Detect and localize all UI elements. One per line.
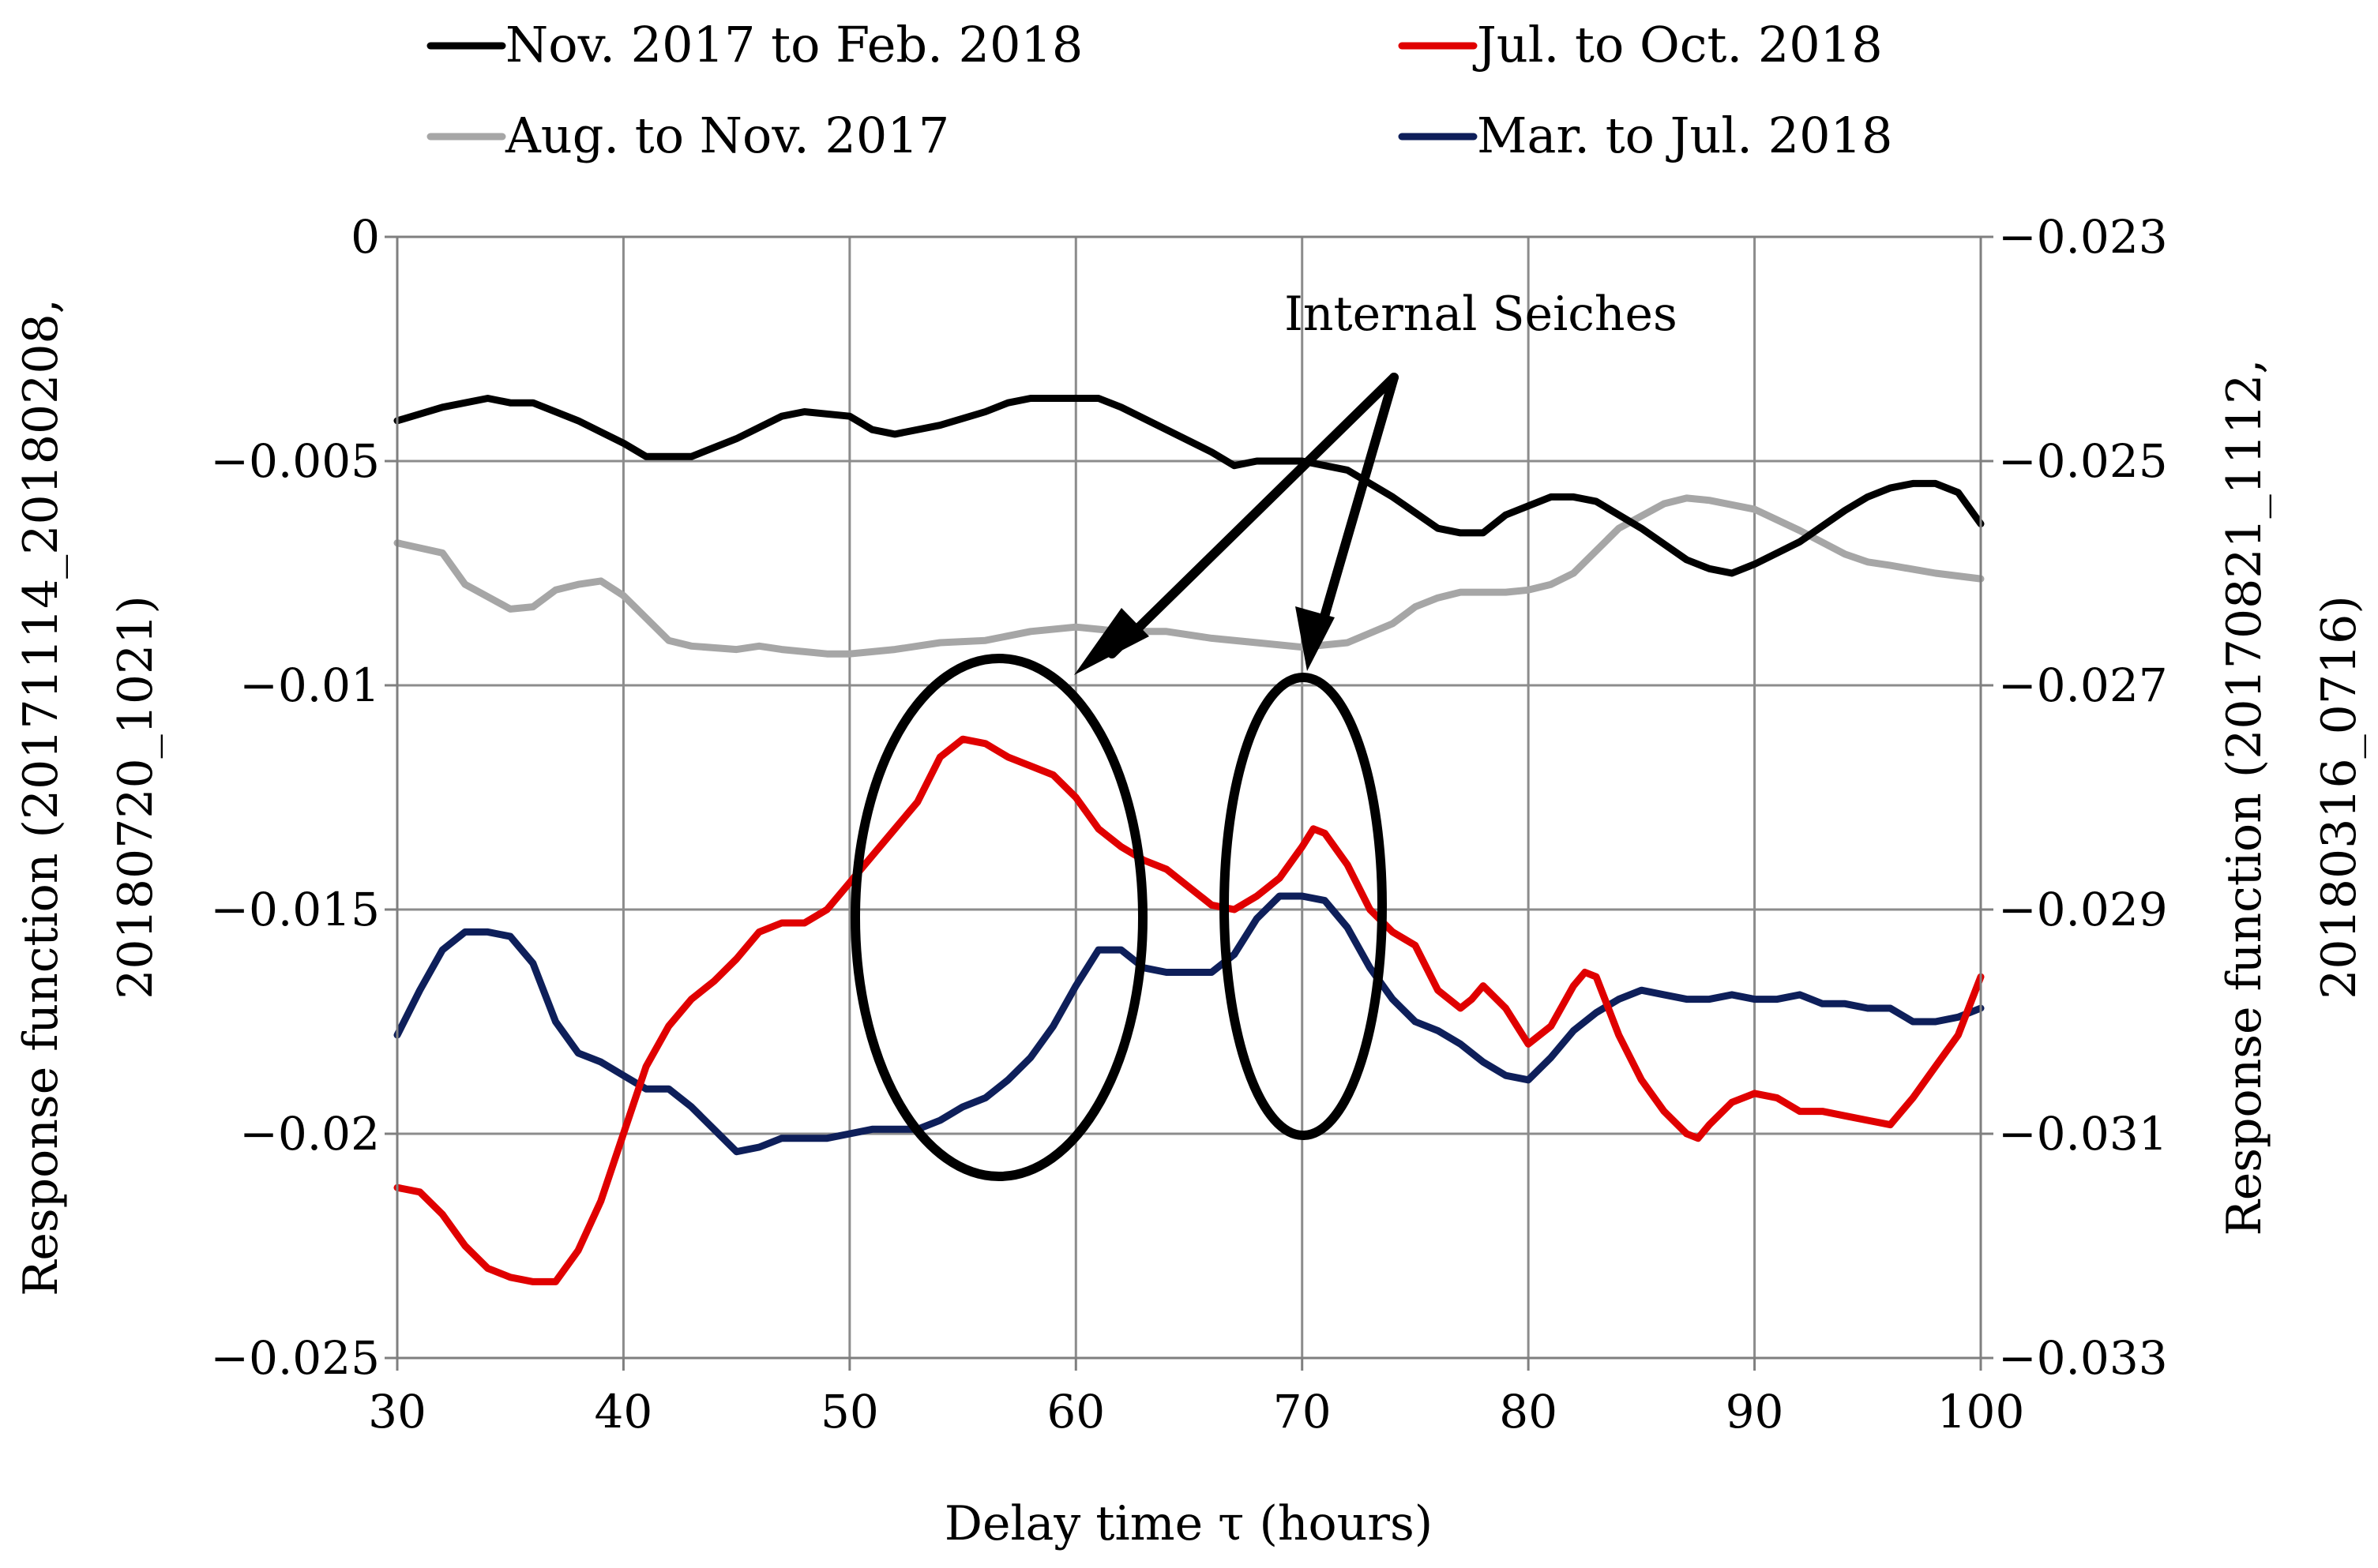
y-left-tick-label-2: −0.01	[239, 658, 380, 712]
x-tick-label-90: 90	[1726, 1385, 1784, 1439]
y-right-tick-label-5: −0.033	[1998, 1331, 2168, 1385]
x-tick-label-80: 80	[1499, 1385, 1557, 1439]
annotation-ellipse-large	[851, 654, 1148, 1181]
y-left-tick-label-0: 0	[351, 210, 380, 264]
annotation-label: Internal Seiches	[1284, 287, 1677, 342]
y-right-tick-label-1: −0.025	[1998, 434, 2168, 488]
annotation-ellipse-small	[1219, 673, 1387, 1140]
legend: Nov. 2017 to Feb. 2018 Jul. to Oct. 2018…	[426, 16, 1892, 164]
annotation-internal-seiches: Internal Seiches	[851, 287, 1677, 1181]
x-axis-title: Delay time τ (hours)	[945, 1496, 1433, 1551]
annotation-arrow-left	[1107, 373, 1399, 658]
legend-label-nov2017-feb2018: Nov. 2017 to Feb. 2018	[505, 16, 1083, 73]
left-axis-title-line2: 20180720_1021)	[108, 595, 163, 1000]
series-line-mar-to-jul-2018	[393, 892, 1985, 1156]
x-tick-label-70: 70	[1273, 1385, 1332, 1439]
legend-label-jul-oct2018: Jul. to Oct. 2018	[1472, 16, 1883, 73]
x-tick-label-40: 40	[595, 1385, 653, 1439]
y-left-tick-label-1: −0.005	[210, 434, 380, 488]
series-line-nov-2017-to-feb-2018	[393, 395, 1985, 577]
y-right-tick-label-2: −0.027	[1998, 658, 2168, 712]
x-tick-label-50: 50	[821, 1385, 879, 1439]
annotation-arrowhead-left	[1074, 608, 1149, 675]
y-left-tick-label-5: −0.025	[210, 1331, 380, 1385]
legend-label-aug-nov2017: Aug. to Nov. 2017	[505, 107, 949, 164]
tick-labels: 30 40 50 60 70 80 90 100 0 −0.005 −0.01 −0.015 −0.02…	[210, 210, 2167, 1439]
series-lines	[393, 395, 1985, 1285]
y-right-tick-label-3: −0.029	[1998, 883, 2168, 936]
right-axis-title-line1: Response function (20170821_1112,	[2217, 359, 2272, 1236]
legend-label-mar-jul2018: Mar. to Jul. 2018	[1477, 107, 1892, 164]
y-right-tick-label-0: −0.023	[1998, 210, 2168, 264]
plot-frame	[396, 235, 1982, 1360]
annotation-arrowhead-right	[1295, 606, 1335, 671]
left-axis-title-line1: Response function (20171114_20180208,	[13, 298, 69, 1296]
left-axis-title: Response function (20171114_20180208, 20…	[13, 298, 163, 1296]
y-right-tick-label-4: −0.031	[1998, 1107, 2168, 1161]
x-tick-label-100: 100	[1937, 1385, 2025, 1439]
x-tick-label-30: 30	[368, 1385, 426, 1439]
y-left-tick-label-4: −0.02	[239, 1107, 380, 1161]
y-left-tick-label-3: −0.015	[210, 883, 380, 936]
series-line-aug-to-nov-2017	[393, 494, 1985, 658]
right-axis-title: Response function (20170821_1112, 201803…	[2217, 359, 2367, 1236]
right-axis-title-line2: 20180316_0716)	[2312, 595, 2367, 1000]
annotation-arrow-right	[1316, 373, 1399, 635]
series-line-jul-to-oct-2018	[393, 735, 1985, 1285]
x-tick-label-60: 60	[1046, 1385, 1105, 1439]
